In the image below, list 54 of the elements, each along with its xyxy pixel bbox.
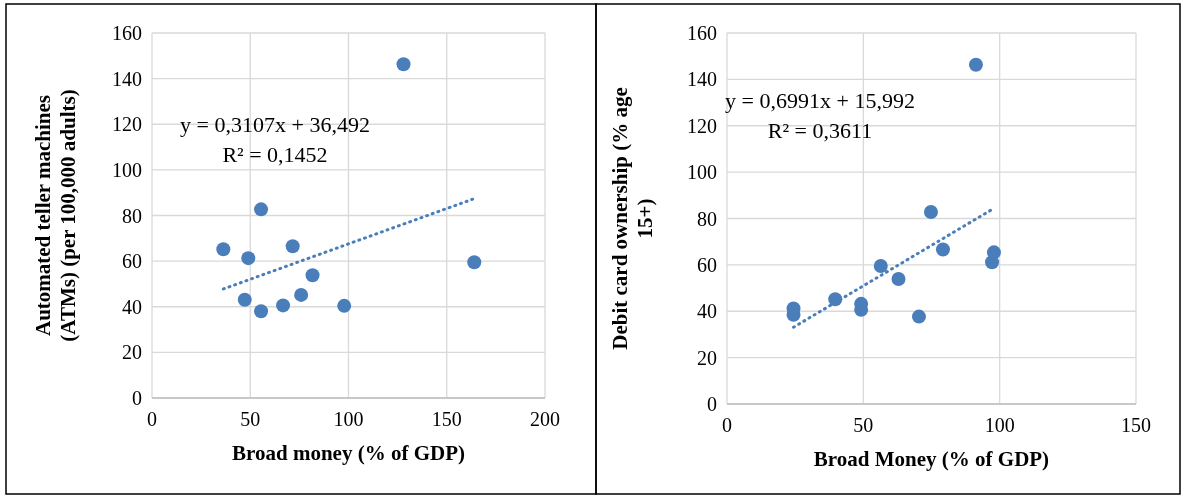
y-tick-label: 120 [112,113,142,136]
point [467,255,482,270]
y-tick-label: 60 [697,253,717,276]
annotation: y = 0,3107x + 36,492 [180,112,370,137]
y-tick-label: 120 [687,114,717,137]
y-tick-label: 80 [697,207,717,230]
y-tick-label: 160 [112,22,142,44]
point [873,259,888,274]
x-axis-title: Broad Money (% of GDP) [813,447,1050,471]
x-tick-label: 200 [530,408,560,430]
point [254,202,269,217]
point [294,287,309,302]
y-axis-title: Automated teller machines (ATMs) (per 100,000 adults) [30,89,80,342]
point [911,309,926,324]
y-tick-label: 40 [122,295,142,318]
x-tick-label: 150 [1121,414,1151,436]
point [396,57,411,72]
y-tick-label: 80 [122,204,142,227]
y-tick-label: 0 [132,387,142,409]
y-tick-label: 140 [687,68,717,91]
point [305,268,320,283]
point [237,292,252,307]
y-tick-label: 140 [112,67,142,90]
point [935,242,950,257]
point [337,298,352,313]
x-tick-label: 100 [333,408,364,430]
y-axis-title: Debit card ownership (% age 15+) [607,87,657,350]
point [276,298,291,313]
x-tick-label: 50 [853,414,874,436]
x-tick-label: 150 [431,408,462,430]
annotation: R² = 0,1452 [222,142,328,167]
y-tick-label: 100 [687,161,717,184]
point [968,57,983,72]
point [241,251,256,266]
point [254,304,269,319]
point [891,272,906,287]
point [985,255,1000,270]
x-tick-label: 50 [240,408,261,430]
point [923,205,938,220]
y-tick-label: 0 [707,393,717,415]
y-tick-label: 40 [697,300,717,323]
annotation: R² = 0,3611 [767,118,873,143]
x-axis-title: Broad money (% of GDP) [232,441,465,465]
point [285,239,300,254]
y-tick-label: 160 [687,22,717,44]
point [216,242,231,257]
y-tick-label: 20 [697,346,717,369]
x-tick-label: 100 [984,414,1015,436]
annotation: y = 0,6991x + 15,992 [725,88,915,113]
y-tick-label: 20 [122,341,142,364]
y-tick-label: 60 [122,250,142,273]
y-tick-label: 100 [112,158,142,181]
x-tick-label: 0 [722,414,732,436]
x-tick-label: 0 [147,408,157,430]
